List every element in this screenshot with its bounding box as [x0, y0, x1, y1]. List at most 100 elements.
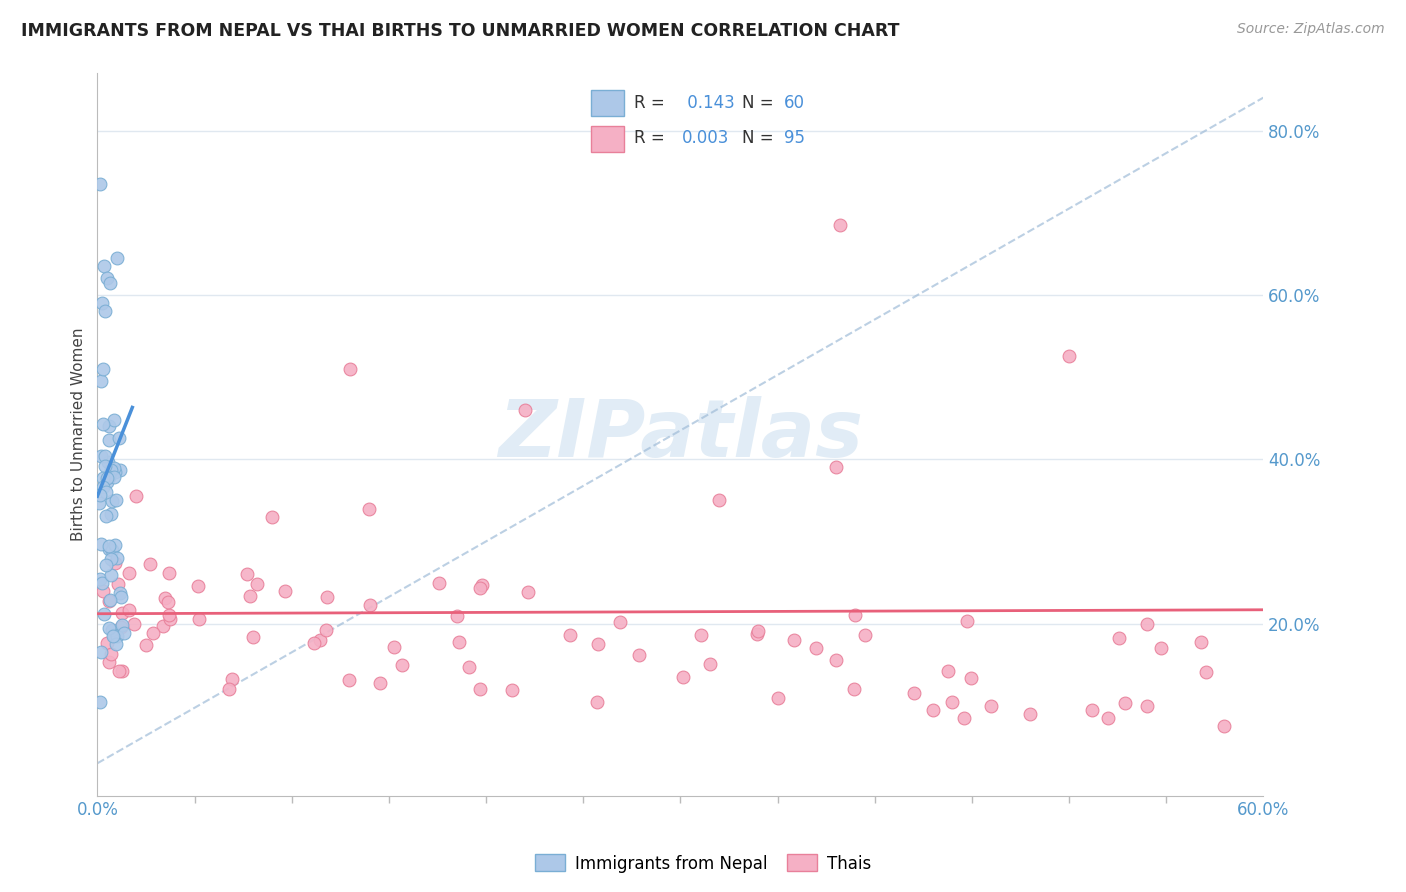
Point — [94, 558, 117, 572]
Point — [91, 417, 114, 432]
Point — [98, 276, 121, 290]
Point — [100, 463, 122, 477]
Point — [90, 449, 112, 463]
Point — [108, 431, 131, 445]
Point — [96, 271, 118, 285]
Point — [689, 628, 711, 642]
Point — [501, 683, 523, 698]
Point — [315, 623, 337, 637]
Point — [157, 566, 180, 581]
Point — [89, 572, 111, 586]
Point — [382, 640, 405, 654]
Point — [586, 637, 609, 651]
Point — [980, 698, 1002, 713]
Point — [457, 659, 479, 673]
Point — [339, 361, 361, 376]
Point — [94, 304, 117, 318]
Point — [1057, 350, 1080, 364]
Point — [1081, 702, 1104, 716]
Point — [118, 566, 141, 580]
Point — [1108, 631, 1130, 645]
Point — [110, 591, 132, 605]
Point — [98, 539, 121, 553]
Point — [1195, 665, 1218, 680]
Point — [98, 621, 121, 635]
Text: ZIPatlas: ZIPatlas — [498, 395, 863, 474]
Point — [94, 449, 117, 463]
Point — [745, 626, 768, 640]
Point — [94, 484, 117, 499]
Point — [139, 558, 162, 572]
Point — [513, 403, 536, 417]
Point — [91, 575, 114, 590]
Point — [391, 657, 413, 672]
Point — [104, 637, 127, 651]
Point — [188, 612, 211, 626]
Point — [187, 579, 209, 593]
Point — [112, 625, 135, 640]
Point — [96, 635, 118, 649]
Point — [308, 633, 330, 648]
Point — [956, 615, 979, 629]
Point — [766, 690, 789, 705]
Point — [96, 471, 118, 485]
Point — [218, 682, 240, 697]
Point — [110, 586, 132, 600]
Point — [105, 629, 128, 643]
Point — [108, 665, 131, 679]
Point — [262, 509, 284, 524]
Text: IMMIGRANTS FROM NEPAL VS THAI BIRTHS TO UNMARRIED WOMEN CORRELATION CHART: IMMIGRANTS FROM NEPAL VS THAI BIRTHS TO … — [21, 22, 900, 40]
Point — [94, 459, 117, 474]
Point — [1136, 698, 1159, 713]
Point — [627, 648, 650, 662]
Point — [468, 581, 491, 595]
Point — [100, 647, 122, 661]
Point — [471, 578, 494, 592]
Point — [242, 631, 264, 645]
Point — [1097, 711, 1119, 725]
Point — [368, 676, 391, 690]
Point — [824, 653, 846, 667]
Point — [91, 584, 114, 599]
Point — [446, 609, 468, 624]
Point — [98, 470, 121, 484]
Point — [98, 655, 121, 669]
Point — [97, 594, 120, 608]
Text: Source: ZipAtlas.com: Source: ZipAtlas.com — [1237, 22, 1385, 37]
Y-axis label: Births to Unmarried Women: Births to Unmarried Women — [72, 328, 86, 541]
Point — [90, 374, 112, 388]
Point — [104, 556, 127, 570]
Point — [274, 584, 297, 599]
Point — [100, 568, 122, 582]
Point — [97, 455, 120, 469]
Point — [159, 612, 181, 626]
Point — [153, 591, 176, 605]
Point — [103, 413, 125, 427]
Point — [110, 620, 132, 634]
Point — [107, 576, 129, 591]
Point — [449, 634, 471, 648]
Point — [96, 475, 118, 490]
Point — [97, 433, 120, 447]
Point — [142, 625, 165, 640]
Point — [359, 501, 381, 516]
Point — [104, 493, 127, 508]
Point — [1136, 617, 1159, 632]
Point — [337, 673, 360, 688]
Point — [111, 664, 134, 678]
Point — [91, 296, 114, 310]
Point — [105, 251, 128, 265]
Point — [1150, 640, 1173, 655]
Point — [118, 603, 141, 617]
Point — [93, 607, 115, 621]
Point — [221, 672, 243, 686]
Point — [96, 508, 118, 523]
Point — [104, 466, 127, 480]
Point — [359, 598, 381, 612]
Point — [246, 577, 269, 591]
Point — [1213, 719, 1236, 733]
Point — [1114, 696, 1136, 710]
Point — [89, 177, 111, 191]
Point — [157, 607, 180, 622]
Point — [101, 494, 124, 508]
